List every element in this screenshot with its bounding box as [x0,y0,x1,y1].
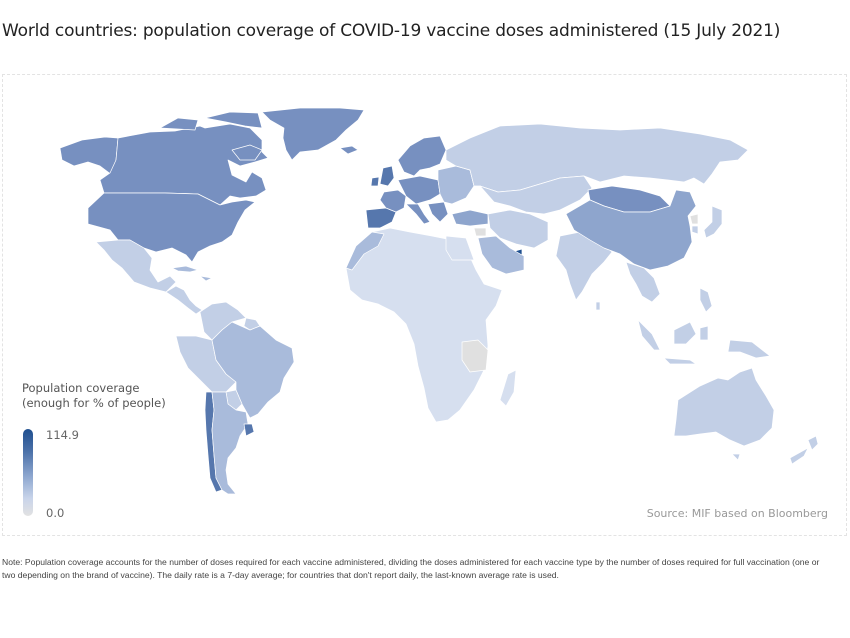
region-greenland[interactable] [261,107,365,161]
region-mexico[interactable] [95,239,177,293]
footnote: Note: Population coverage accounts for t… [2,557,820,580]
region-south-korea[interactable] [691,225,699,235]
region-new-zealand[interactable] [789,435,819,465]
map-frame [2,74,847,536]
region-japan[interactable] [703,205,723,239]
legend-max-label: 114.9 [46,428,79,442]
region-indonesia[interactable] [637,319,709,365]
region-tasmania[interactable] [731,453,741,461]
region-eastern-europe[interactable] [437,165,475,205]
region-caribbean[interactable] [171,265,213,282]
region-arctic-islands[interactable] [159,111,263,161]
region-syria[interactable] [473,227,487,237]
region-australia[interactable] [673,367,775,447]
region-turkey[interactable] [451,209,489,227]
legend-color-scale [23,429,33,516]
region-sri-lanka[interactable] [595,301,601,311]
region-philippines[interactable] [699,287,713,313]
region-morocco[interactable] [345,231,385,271]
region-brazil[interactable] [211,321,295,419]
region-france[interactable] [379,189,407,213]
region-uae[interactable] [514,248,523,256]
region-saudi-arabia[interactable] [477,235,525,275]
region-argentina[interactable] [211,391,249,495]
region-alaska[interactable] [59,136,119,176]
region-tanzania[interactable] [461,339,489,373]
region-russia[interactable] [445,123,749,193]
region-iberia[interactable] [365,207,397,229]
region-papua[interactable] [727,339,771,359]
region-uk-ireland[interactable] [370,165,395,187]
region-uruguay[interactable] [243,423,255,437]
source-credit: Source: MIF based on Bloomberg [646,507,828,520]
region-southeast-asia[interactable] [625,261,661,303]
region-africa[interactable] [345,227,503,423]
chart-title: World countries: population coverage of … [2,21,781,41]
region-colombia-venezuela[interactable] [199,301,247,341]
region-peru-bolivia[interactable] [175,335,237,393]
region-madagascar[interactable] [499,369,517,407]
region-iceland[interactable] [339,145,359,155]
region-central-america[interactable] [165,285,203,315]
region-north-korea[interactable] [689,213,699,225]
legend-title-line1: Population coverage [22,381,140,395]
region-italy-balkans[interactable] [405,201,449,225]
legend-min-label: 0.0 [46,506,65,520]
legend-title-line2: (enough for % of people) [22,396,166,410]
region-china[interactable] [565,189,697,271]
region-scandinavia[interactable] [397,135,447,177]
region-iran-region[interactable] [487,209,549,249]
legend-title: Population coverage (enough for % of peo… [22,381,166,411]
region-central-europe[interactable] [397,175,441,205]
region-central-asia[interactable] [479,175,593,215]
region-egypt[interactable] [445,235,475,261]
